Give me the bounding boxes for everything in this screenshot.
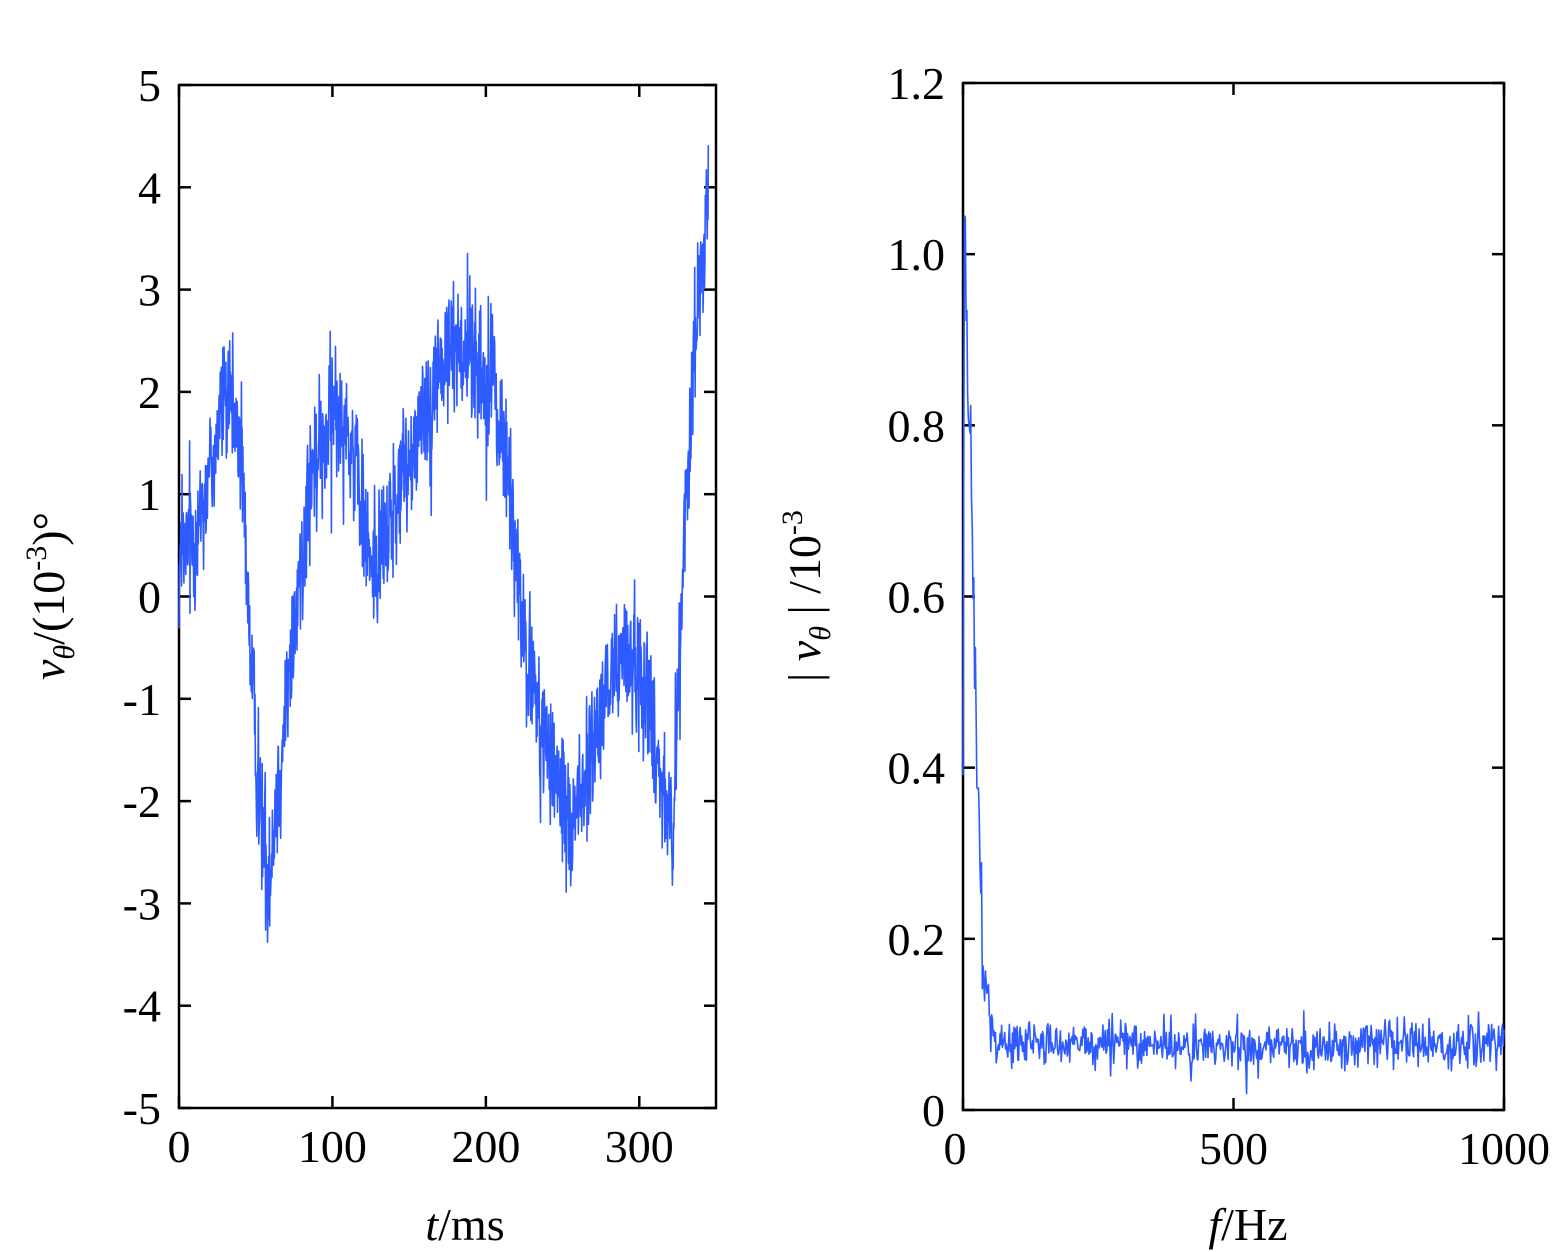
left-ticks: [177, 83, 716, 1110]
time-signal-line: [178, 145, 710, 943]
y-tick-label: 0.2: [888, 914, 946, 965]
time-domain-panel: 0 100 200 300 -5 -4 -3 -2 -1 0 1 2 3 4 5 t/ms vθ/(10-3…: [20, 60, 718, 1250]
left-tick-labels: 0 100 200 300 -5 -4 -3 -2 -1 0 1 2 3 4 5: [123, 60, 674, 1172]
y-tick-label: 1: [138, 469, 161, 520]
x-tick-label: 300: [605, 1121, 674, 1172]
right-plot-frame: [961, 81, 1506, 1112]
y-tick-label: 5: [138, 60, 161, 111]
y-tick-label: 1.0: [888, 229, 946, 280]
left-y-axis-title: vθ/(10-3)°: [20, 512, 81, 680]
frequency-domain-panel: 0 500 1000 0 0.2 0.4 0.6 0.8 1.0 1.2 f/Hz | vθ | …: [776, 58, 1550, 1250]
y-tick-label: -3: [123, 878, 161, 929]
y-tick-label: 2: [138, 367, 161, 418]
y-tick-label: -1: [123, 674, 161, 725]
y-tick-label: -5: [123, 1083, 161, 1134]
right-x-axis-title: f/Hz: [1208, 1199, 1287, 1250]
spectrum-line: [962, 215, 1505, 1095]
x-tick-label: 0: [944, 1123, 967, 1174]
y-tick-label: 0.6: [888, 572, 946, 623]
left-x-axis-title: t/ms: [425, 1199, 504, 1250]
y-tick-label: -4: [123, 981, 161, 1032]
y-tick-label: 4: [138, 162, 161, 213]
x-tick-label: 0: [168, 1121, 191, 1172]
right-ticks: [961, 81, 1506, 1112]
x-tick-label: 100: [298, 1121, 367, 1172]
right-tick-labels: 0 500 1000 0 0.2 0.4 0.6 0.8 1.0 1.2: [888, 58, 1551, 1174]
x-tick-label: 200: [451, 1121, 520, 1172]
right-y-axis-title: | vθ | /10-3: [776, 510, 837, 682]
y-tick-label: 1.2: [888, 58, 946, 109]
x-tick-label: 500: [1199, 1123, 1268, 1174]
y-tick-label: 0.8: [888, 400, 946, 451]
y-tick-label: 0: [922, 1085, 945, 1136]
y-tick-label: -2: [123, 776, 161, 827]
y-tick-label: 3: [138, 265, 161, 316]
y-tick-label: 0: [138, 572, 161, 623]
y-tick-label: 0.4: [888, 743, 946, 794]
x-tick-label: 1000: [1458, 1123, 1550, 1174]
